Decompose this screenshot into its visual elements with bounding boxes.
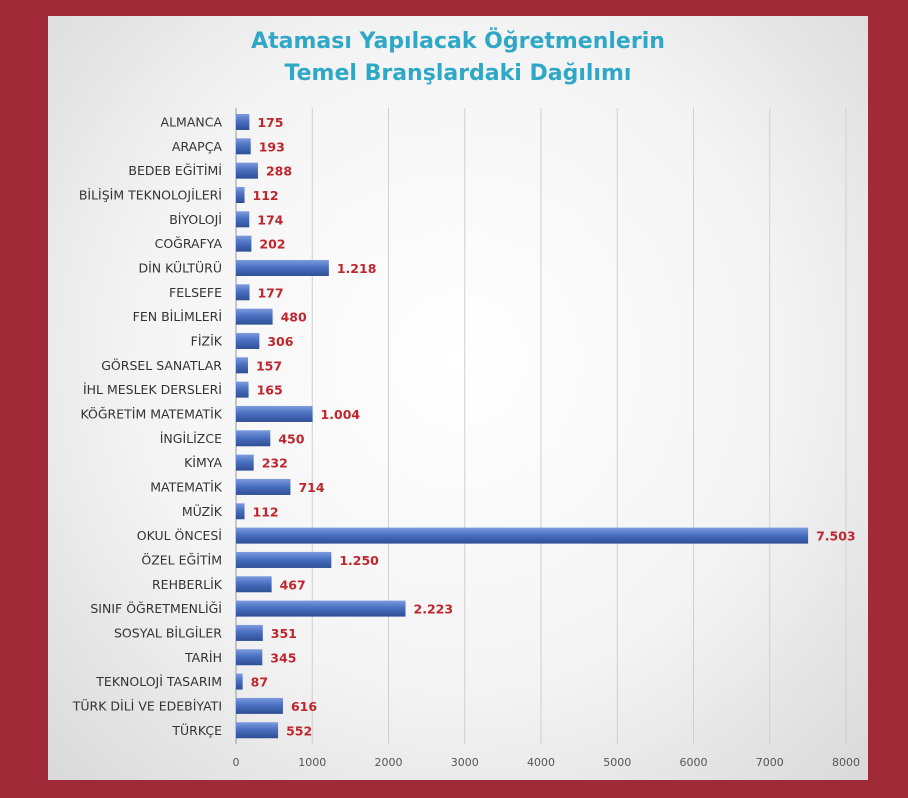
value-label: 174 (257, 212, 283, 227)
bar (236, 551, 332, 568)
bar (236, 332, 260, 349)
chart-title: Ataması Yapılacak Öğretmenlerin Temel Br… (48, 26, 868, 90)
x-tick-label: 1000 (298, 756, 326, 769)
bars (236, 114, 809, 739)
category-label: TARİH (184, 650, 222, 665)
bar (236, 259, 329, 276)
bar (236, 722, 279, 739)
x-tick-label: 0 (233, 756, 240, 769)
category-label: ALMANCA (161, 115, 223, 130)
category-label: MÜZİK (182, 503, 223, 519)
category-label: OKUL ÖNCESİ (137, 527, 222, 543)
category-label: REHBERLİK (152, 577, 223, 592)
x-tick-label: 3000 (451, 756, 479, 769)
category-label: ÖZEL EĞİTİM (141, 551, 222, 567)
value-label: 450 (278, 431, 304, 446)
category-label: ARAPÇA (172, 139, 223, 154)
value-label: 351 (271, 626, 297, 641)
category-label: COĞRAFYA (155, 236, 223, 251)
bar (236, 600, 406, 617)
x-axis-ticks: 0 1000 2000 3000 4000 5000 6000 7000 8000 (233, 756, 861, 769)
x-tick-label: 8000 (832, 756, 860, 769)
bar (236, 308, 273, 325)
value-label: 552 (286, 723, 312, 738)
category-label: BİYOLOJİ (169, 212, 222, 227)
category-label: FELSEFE (169, 285, 222, 300)
category-label: KİMYA (184, 455, 222, 470)
value-label: 87 (251, 675, 268, 690)
bar (236, 673, 243, 690)
category-label: İHL MESLEK DERSLERİ (83, 382, 222, 397)
category-labels: ALMANCA ARAPÇA BEDEB EĞİTİMİ BİLİŞİM TEKNOL… (72, 115, 223, 738)
category-label: GÖRSEL SANATLAR (101, 357, 222, 373)
x-tick-label: 7000 (756, 756, 784, 769)
category-label: BİLİŞİM TEKNOLOJİLERİ (79, 187, 222, 202)
value-label: 1.250 (339, 553, 379, 568)
value-label: 193 (259, 139, 285, 154)
value-label: 112 (253, 504, 279, 519)
category-label: SINIF ÖĞRETMENLİĞİ (90, 600, 222, 616)
bar (236, 649, 263, 666)
bar (236, 381, 249, 398)
bar (236, 454, 254, 471)
value-label: 480 (281, 310, 307, 325)
bar (236, 114, 250, 130)
value-label: 345 (270, 650, 296, 665)
value-label: 467 (280, 577, 306, 592)
category-label: SOSYAL BİLGİLER (114, 625, 222, 640)
bar (236, 527, 809, 544)
category-label: TEKNOLOJİ TASARIM (95, 674, 222, 689)
bar (236, 162, 258, 179)
bar (236, 211, 250, 228)
x-tick-label: 5000 (603, 756, 631, 769)
x-tick-label: 4000 (527, 756, 555, 769)
category-label: BEDEB EĞİTİMİ (128, 163, 222, 178)
bar (236, 576, 272, 593)
bar (236, 503, 245, 520)
value-label: 112 (253, 188, 279, 203)
value-label: 288 (266, 164, 292, 179)
chart-title-line-2: Temel Branşlardaki Dağılımı (284, 61, 632, 86)
x-tick-label: 2000 (375, 756, 403, 769)
category-label: İNGİLİZCE (160, 431, 222, 446)
category-label: KÖĞRETİM MATEMATİK (81, 405, 223, 421)
value-label: 1.004 (321, 407, 361, 422)
bar (236, 284, 250, 301)
bar (236, 430, 271, 447)
value-label: 165 (257, 383, 283, 398)
bar (236, 235, 252, 252)
value-label: 177 (257, 285, 283, 300)
category-label: DİN KÜLTÜRÜ (138, 259, 222, 275)
value-label: 2.223 (414, 602, 454, 617)
chart-panel (48, 16, 868, 780)
value-label: 714 (298, 480, 324, 495)
bar (236, 186, 245, 203)
value-label: 157 (256, 358, 282, 373)
bar (236, 405, 313, 422)
category-label: FİZİK (191, 333, 223, 348)
value-label: 175 (257, 115, 283, 130)
bar (236, 624, 263, 641)
value-label: 7.503 (816, 529, 856, 544)
value-label: 1.218 (337, 261, 377, 276)
bar (236, 697, 283, 714)
value-label: 232 (262, 456, 288, 471)
value-labels: 175 193 288 112 174 202 1.218 177 480 306 157 165 1.… (251, 115, 856, 738)
category-label: FEN BİLİMLERİ (133, 309, 222, 324)
gridlines (235, 108, 847, 744)
bar (236, 478, 291, 495)
category-label: MATEMATİK (150, 479, 223, 494)
category-label: TÜRK DİLİ VE EDEBİYATI (72, 697, 222, 713)
bar (236, 138, 251, 155)
x-tick-label: 6000 (680, 756, 708, 769)
value-label: 202 (259, 237, 285, 252)
category-label: TÜRKÇE (171, 722, 222, 738)
value-label: 616 (291, 699, 317, 714)
value-label: 306 (267, 334, 293, 349)
chart-title-line-1: Ataması Yapılacak Öğretmenlerin (251, 29, 665, 54)
bar (236, 357, 248, 374)
